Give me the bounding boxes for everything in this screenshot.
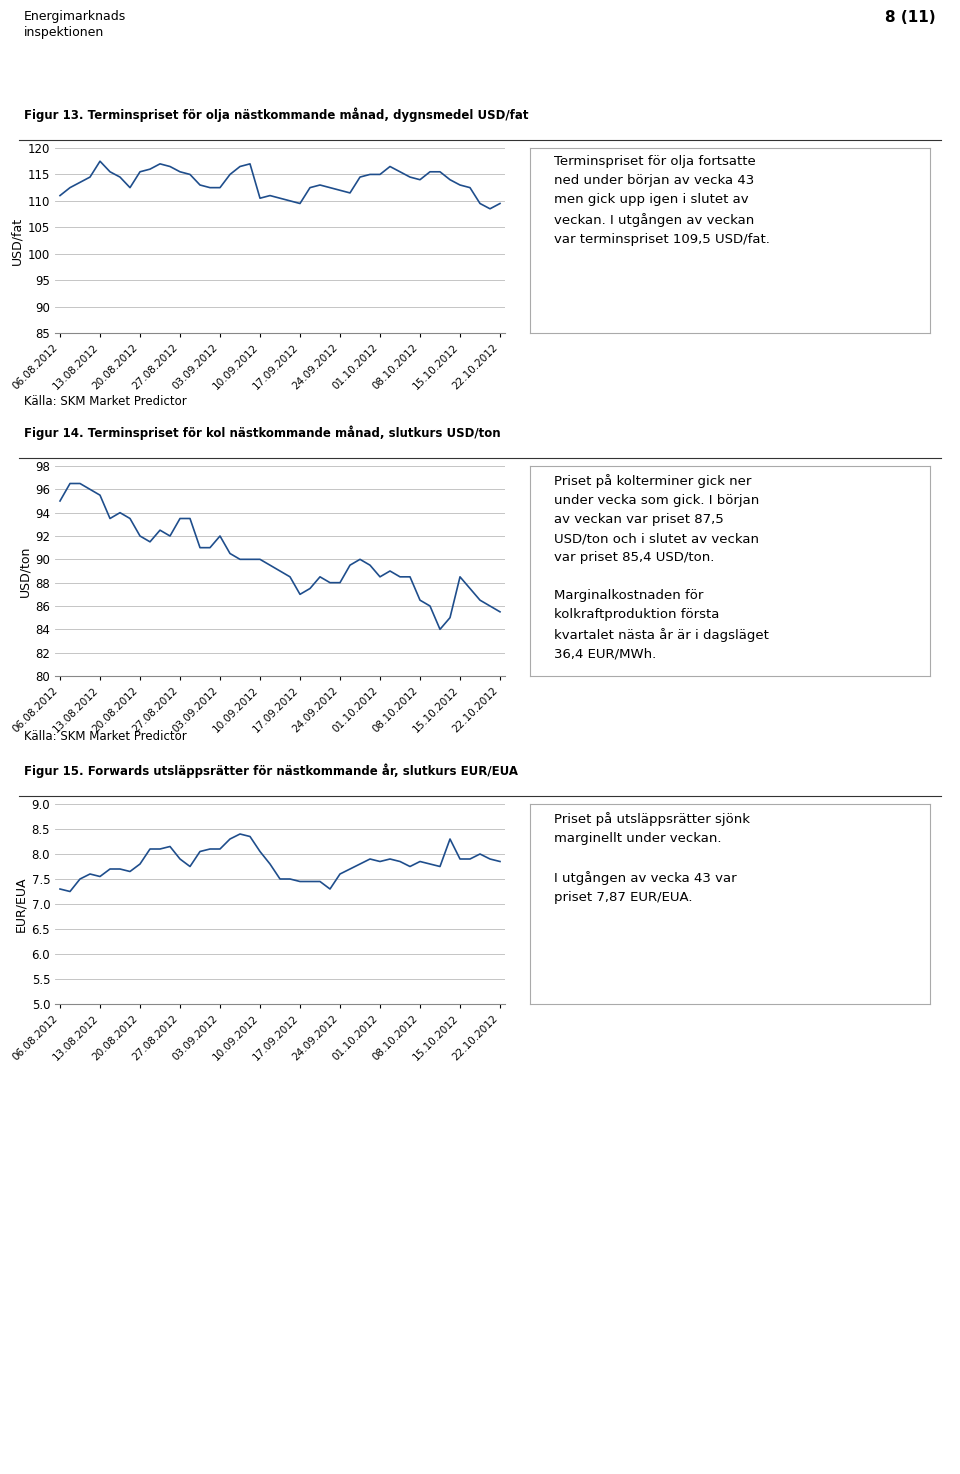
Text: 8 (11): 8 (11) xyxy=(885,10,936,25)
Text: Priset på utsläppsrätter sjönk
marginellt under veckan.

I utgången av vecka 43 : Priset på utsläppsrätter sjönk marginell… xyxy=(554,812,750,904)
Text: Figur 14. Terminspriset för kol nästkommande månad, slutkurs USD/ton: Figur 14. Terminspriset för kol nästkomm… xyxy=(24,426,500,441)
Text: Figur 15. Forwards utsläppsrätter för nästkommande år, slutkurs EUR/EUA: Figur 15. Forwards utsläppsrätter för nä… xyxy=(24,764,518,778)
Y-axis label: USD/ton: USD/ton xyxy=(18,545,31,597)
Y-axis label: USD/fat: USD/fat xyxy=(11,217,24,264)
Text: Figur 13. Terminspriset för olja nästkommande månad, dygnsmedel USD/fat: Figur 13. Terminspriset för olja nästkom… xyxy=(24,108,529,122)
Text: Terminspriset för olja fortsatte
ned under början av vecka 43
men gick upp igen : Terminspriset för olja fortsatte ned und… xyxy=(554,155,770,246)
Text: Energimarknads
inspektionen: Energimarknads inspektionen xyxy=(24,10,127,40)
Text: Priset på kolterminer gick ner
under vecka som gick. I början
av veckan var pris: Priset på kolterminer gick ner under vec… xyxy=(554,475,769,660)
Text: Källa: SKM Market Predictor: Källa: SKM Market Predictor xyxy=(24,395,187,408)
Y-axis label: EUR/EUA: EUR/EUA xyxy=(14,876,27,932)
Text: Källa: SKM Market Predictor: Källa: SKM Market Predictor xyxy=(24,730,187,743)
